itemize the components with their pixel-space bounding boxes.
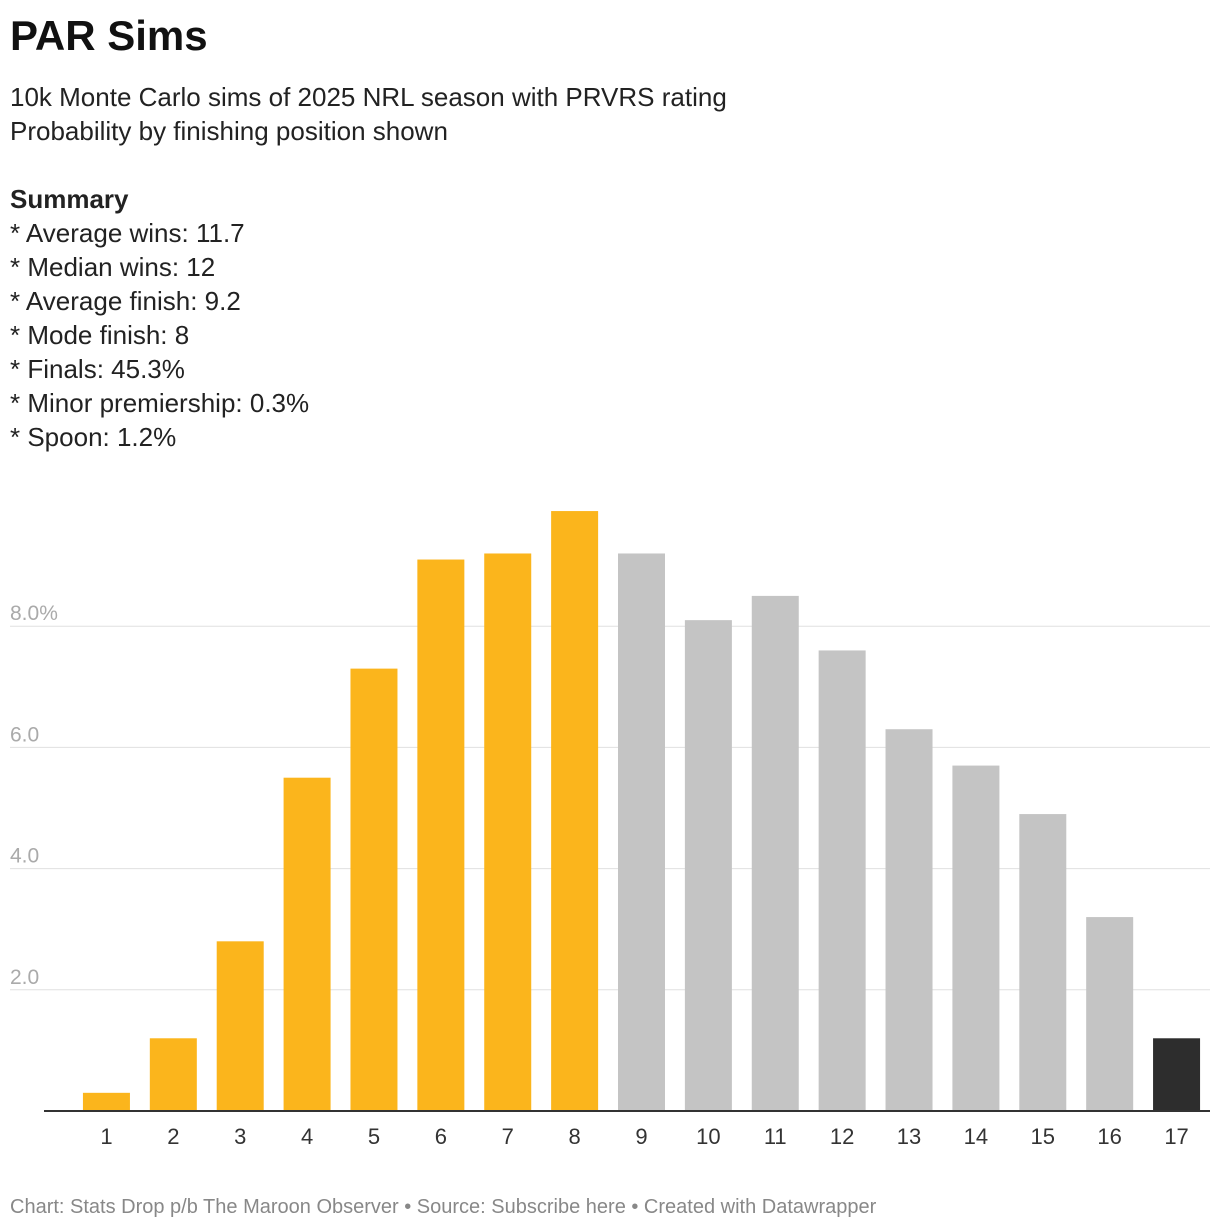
- bar-position-14: [952, 765, 1000, 1111]
- bar-position-8: [551, 511, 599, 1111]
- x-tick-label: 15: [1031, 1124, 1055, 1149]
- subtitle-line: Probability by finishing position shown: [10, 116, 448, 146]
- summary-item: * Average wins: 11.7: [10, 218, 245, 248]
- bar-position-5: [350, 668, 398, 1111]
- summary-heading: Summary: [10, 184, 129, 214]
- bar-position-15: [1019, 814, 1067, 1111]
- bar-position-17: [1153, 1038, 1201, 1111]
- summary-item: * Spoon: 1.2%: [10, 422, 177, 452]
- bar-position-7: [484, 553, 532, 1111]
- summary-item: * Median wins: 12: [10, 252, 216, 282]
- y-tick-label: 6.0: [10, 723, 39, 746]
- x-tick-label: 10: [696, 1124, 720, 1149]
- x-tick-label: 13: [897, 1124, 921, 1149]
- y-tick-label: 4.0: [10, 845, 39, 868]
- y-tick-label: 2.0: [10, 966, 39, 989]
- y-tick-label: 8.0%: [10, 602, 58, 625]
- bar-position-16: [1086, 917, 1134, 1111]
- summary-item: * Average finish: 9.2: [10, 286, 241, 316]
- x-tick-label: 9: [635, 1124, 647, 1149]
- chart-footer: Chart: Stats Drop p/b The Maroon Observe…: [10, 1196, 877, 1218]
- subtitle-line: 10k Monte Carlo sims of 2025 NRL season …: [10, 82, 727, 112]
- summary-item: * Finals: 45.3%: [10, 354, 185, 384]
- x-tick-label: 4: [301, 1124, 313, 1149]
- x-tick-label: 5: [368, 1124, 380, 1149]
- x-tick-label: 2: [167, 1124, 179, 1149]
- bar-position-6: [417, 559, 465, 1111]
- bar-position-1: [82, 1092, 130, 1111]
- bars: [82, 511, 1201, 1111]
- summary-item: * Mode finish: 8: [10, 320, 190, 350]
- bar-position-12: [818, 650, 866, 1111]
- bar-position-2: [149, 1038, 197, 1111]
- x-tick-label: 6: [435, 1124, 447, 1149]
- x-tick-label: 11: [764, 1124, 787, 1149]
- bar-position-11: [751, 595, 799, 1111]
- summary-item: * Minor premiership: 0.3%: [10, 388, 310, 418]
- chart-title: PAR Sims: [10, 12, 208, 59]
- x-tick-label: 14: [964, 1124, 988, 1149]
- x-axis: 1 2 3 4 5 6 7 8 9 10 11 12 13 14 15 16 17: [44, 1110, 1210, 1149]
- x-tick-label: 3: [234, 1124, 246, 1149]
- x-tick-label: 1: [100, 1124, 112, 1149]
- bar-chart: 2.04.06.08.0% 1 2 3 4 5 6 7 8 9 10 11 12 13 14 15 16 17: [10, 511, 1210, 1149]
- bar-position-4: [283, 777, 331, 1111]
- bar-position-9: [618, 553, 665, 1111]
- chart-description: 10k Monte Carlo sims of 2025 NRL season …: [10, 80, 727, 454]
- x-tick-label: 17: [1164, 1124, 1188, 1149]
- gridlines: 2.0 4.0 6.0 8.0%: [10, 602, 1210, 991]
- x-tick-label: 16: [1097, 1124, 1121, 1149]
- x-tick-label: 8: [568, 1124, 580, 1149]
- bar-position-3: [216, 941, 264, 1111]
- bar-position-10: [684, 620, 732, 1111]
- x-tick-label: 7: [502, 1124, 514, 1149]
- x-tick-label: 12: [830, 1124, 854, 1149]
- bar-position-13: [885, 729, 933, 1111]
